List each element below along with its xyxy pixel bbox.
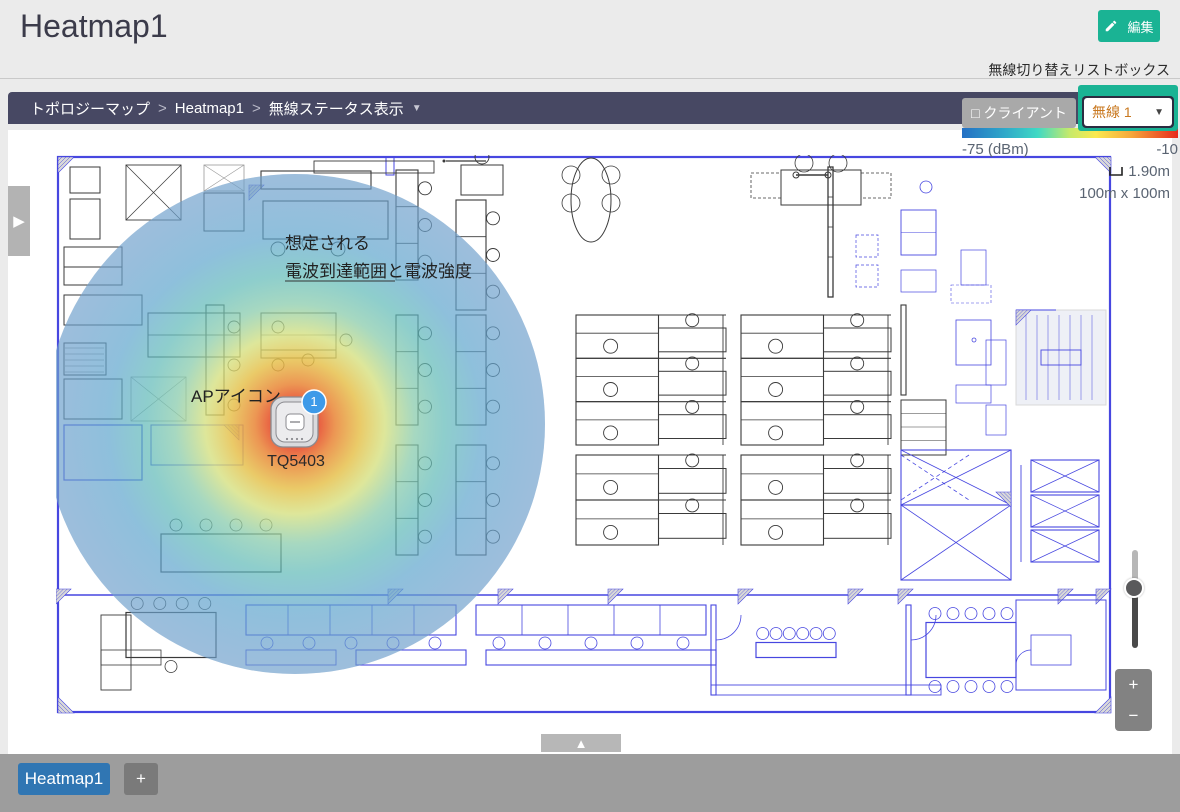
- svg-text:TQ5403: TQ5403: [267, 453, 325, 470]
- svg-text:APアイコン: APアイコン: [191, 387, 281, 406]
- svg-text:電波到達範囲と電波強度: 電波到達範囲と電波強度: [285, 262, 472, 281]
- svg-text:1: 1: [310, 394, 317, 409]
- svg-text:想定される: 想定される: [285, 234, 370, 253]
